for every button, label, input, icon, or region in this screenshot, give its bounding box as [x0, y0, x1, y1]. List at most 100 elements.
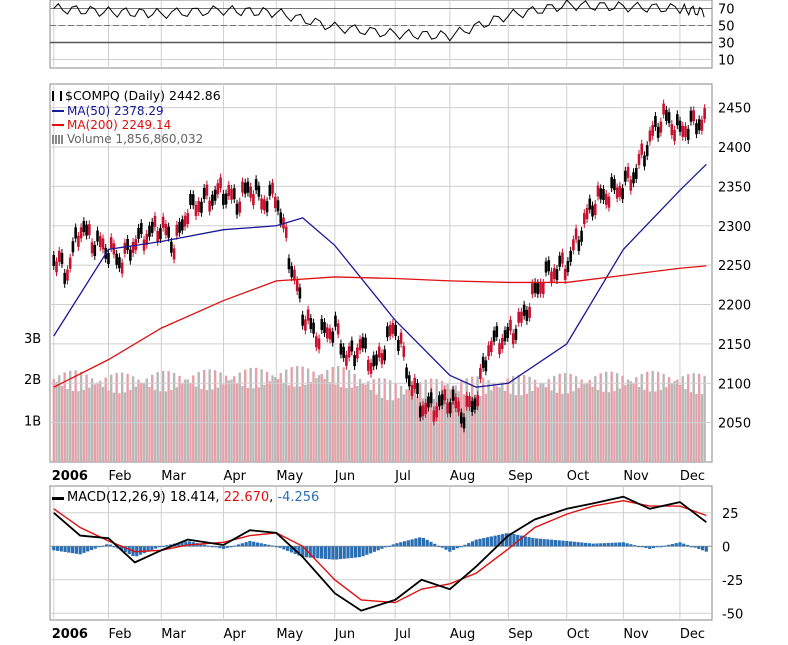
macd-histogram-bar	[576, 542, 580, 547]
candle-body	[583, 213, 586, 225]
volume-bar	[372, 379, 375, 462]
candle-body	[703, 108, 706, 120]
signal-line	[53, 500, 707, 604]
volume-bar	[257, 387, 261, 462]
volume-bar	[304, 384, 307, 462]
volume-bar	[621, 375, 624, 462]
macd-histogram-bar	[440, 546, 444, 548]
candle-body	[563, 268, 567, 280]
candle-body	[522, 304, 526, 316]
ma200-line	[53, 265, 707, 388]
macd-histogram-bar	[402, 541, 407, 547]
volume-bar	[451, 387, 455, 462]
macd-histogram-bar	[391, 544, 395, 547]
volume-bar	[219, 372, 222, 462]
macd-histogram-bar	[67, 546, 71, 553]
candle-body	[224, 193, 228, 205]
candle-body	[312, 322, 315, 334]
macd-histogram-bar	[338, 546, 343, 560]
candle-body	[345, 354, 348, 366]
volume-bar	[473, 396, 477, 462]
candle-body	[263, 199, 266, 211]
volume-bar	[77, 391, 80, 462]
macd-histogram-bar	[387, 545, 392, 547]
candle-body	[232, 188, 236, 200]
volume-bar	[544, 387, 548, 462]
macd-histogram-bar	[519, 535, 524, 547]
volume-bar	[167, 371, 170, 462]
candle-body	[686, 128, 690, 140]
macd-histogram-bar	[580, 542, 584, 547]
volume-bar	[602, 391, 605, 462]
volume-bar	[222, 384, 225, 462]
macd-tick-label: 0	[722, 540, 730, 555]
candle-body	[123, 242, 127, 254]
volume-bar	[503, 390, 507, 462]
macd-histogram-bar	[504, 533, 509, 547]
candle-body	[85, 224, 88, 236]
volume-bar	[110, 374, 113, 462]
volume-bar	[607, 392, 611, 462]
signal-value: 22.670	[223, 490, 270, 505]
rsi-tick-label: 70	[718, 3, 735, 18]
candle-body	[544, 261, 548, 273]
volume-bar	[512, 375, 515, 462]
volume-bar	[416, 396, 419, 462]
macd-x-tick-label: Mar	[161, 627, 186, 642]
volume-bar	[246, 387, 250, 462]
macd-histogram-bar	[459, 546, 463, 548]
candle-body	[183, 215, 187, 227]
macd-histogram-bar	[346, 546, 350, 559]
volume-tick-label: 3B	[24, 332, 41, 347]
volume-legend-label: Volume 1,856,860,032	[67, 132, 204, 146]
candle-body	[120, 262, 124, 274]
volume-bar	[315, 378, 318, 462]
macd-histogram-bar	[682, 543, 686, 547]
macd-histogram-bar	[436, 545, 441, 547]
candle-body	[197, 201, 201, 213]
macd-x-tick-label: Apr	[224, 627, 247, 642]
candle-body	[394, 324, 397, 337]
candle-body	[323, 321, 326, 333]
candle-body	[331, 331, 335, 343]
macd-histogram-bar	[199, 543, 203, 547]
candle-body	[509, 319, 512, 331]
volume-bar	[506, 378, 509, 462]
volume-bar	[678, 384, 682, 462]
candle-body	[604, 193, 608, 205]
volume-bar	[345, 388, 348, 462]
macd-histogram-bar	[165, 545, 169, 547]
candle-body	[511, 333, 515, 345]
volume-bar	[156, 372, 159, 462]
macd-histogram-bar	[625, 543, 629, 547]
macd-histogram-bar	[561, 540, 565, 547]
candle-body	[599, 188, 603, 200]
candle-body	[503, 330, 507, 342]
candle-body	[665, 109, 668, 121]
macd-histogram-bar	[470, 541, 475, 547]
macd-histogram-bar	[523, 536, 527, 547]
candle-body	[82, 221, 86, 233]
price-x-tick-label: Nov	[623, 469, 649, 484]
candle-body	[260, 198, 263, 210]
candle-body	[659, 121, 663, 133]
volume-bar	[134, 386, 138, 462]
candle-body	[405, 367, 408, 379]
macd-histogram-bar	[55, 546, 60, 551]
candle-body	[569, 250, 572, 262]
price-tick-label: 2150	[718, 338, 751, 353]
volume-bar	[244, 369, 247, 462]
volume-bar	[419, 382, 422, 462]
volume-bar	[689, 392, 693, 462]
candle-body	[375, 354, 378, 366]
candle-body	[484, 360, 488, 372]
volume-bar	[476, 376, 479, 462]
candle-body	[517, 311, 520, 323]
volume-bar	[233, 376, 236, 462]
candle-body	[71, 241, 75, 253]
candle-body	[656, 126, 660, 138]
macd-histogram-bar	[323, 546, 327, 559]
candle-body	[410, 384, 414, 396]
macd-histogram-bar	[667, 544, 671, 547]
volume-bar	[531, 390, 534, 462]
